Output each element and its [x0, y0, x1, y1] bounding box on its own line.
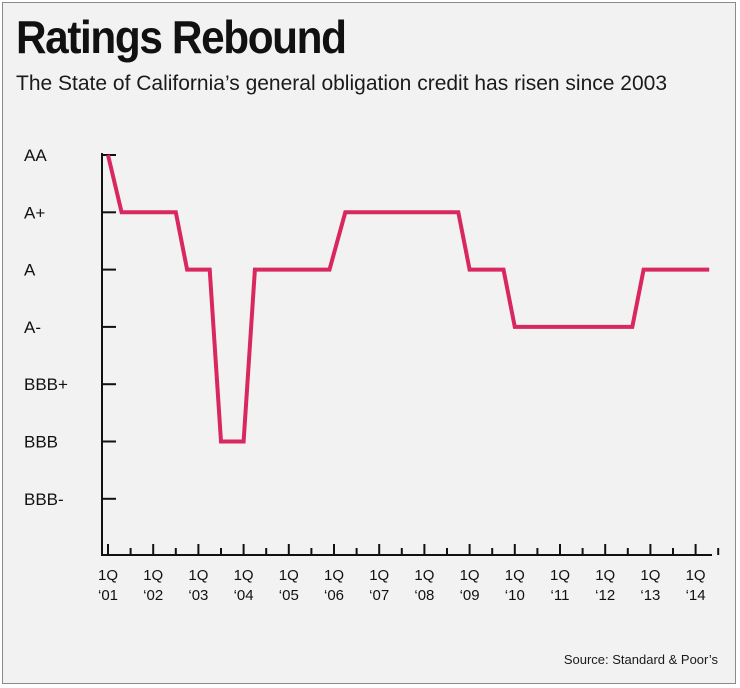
x-tick-label-top: 1Q: [234, 567, 254, 584]
y-tick-label: A: [24, 261, 36, 280]
x-tick-label-top: 1Q: [279, 567, 299, 584]
x-tick-label-bottom: ‘14: [686, 587, 706, 604]
x-tick-label-top: 1Q: [640, 567, 660, 584]
y-axis-labels: AA A+ A A- BBB+ BBB BBB-: [24, 146, 68, 509]
x-tick-label-top: 1Q: [369, 567, 389, 584]
chart-title: Ratings Rebound: [16, 11, 347, 63]
x-tick-label-top: 1Q: [143, 567, 163, 584]
y-tick-label: A-: [24, 318, 41, 337]
chart-subtitle: The State of California’s general obliga…: [16, 72, 667, 95]
x-tick-label-top: 1Q: [595, 567, 615, 584]
x-tick-label-bottom: ‘11: [551, 587, 570, 604]
y-tick-label: BBB: [24, 433, 58, 452]
x-tick-label-top: 1Q: [188, 567, 208, 584]
y-tick-label: A+: [24, 203, 45, 222]
x-tick-label-top: 1Q: [324, 567, 344, 584]
source-note: Source: Standard & Poor’s: [563, 652, 718, 667]
x-tick-label-bottom: ‘08: [414, 587, 434, 604]
x-axis-labels: 1Q ‘01 1Q ‘02 1Q ‘03 1Q ‘04 1Q ‘05 1Q ‘06 1Q ‘07 1Q ‘08…: [98, 567, 706, 604]
x-tick-label-bottom: ‘01: [98, 587, 118, 604]
x-tick-label-bottom: ‘05: [279, 587, 299, 604]
y-tick-label: AA: [24, 146, 47, 165]
x-tick-label-bottom: ‘09: [460, 587, 480, 604]
y-tick-label: BBB+: [24, 375, 68, 394]
x-tick-label-top: 1Q: [550, 567, 570, 584]
x-tick-label-top: 1Q: [686, 567, 706, 584]
chart-axes: [101, 153, 720, 556]
x-tick-label-bottom: ‘10: [505, 587, 525, 604]
x-tick-label-bottom: ‘12: [595, 587, 615, 604]
x-tick-label-bottom: ‘04: [234, 587, 254, 604]
x-tick-label-bottom: ‘02: [143, 587, 163, 604]
series-layer: [106, 154, 710, 444]
x-tick-label-top: 1Q: [414, 567, 434, 584]
x-tick-label-bottom: ‘13: [640, 587, 660, 604]
x-tick-label-bottom: ‘07: [369, 587, 389, 604]
rating-series-line: [106, 154, 710, 444]
x-tick-label-bottom: ‘06: [324, 587, 344, 604]
y-tick-label: BBB-: [24, 490, 64, 509]
x-tick-label-bottom: ‘03: [188, 587, 208, 604]
x-tick-label-top: 1Q: [98, 567, 118, 584]
x-tick-label-top: 1Q: [460, 567, 480, 584]
x-tick-label-top: 1Q: [505, 567, 525, 584]
